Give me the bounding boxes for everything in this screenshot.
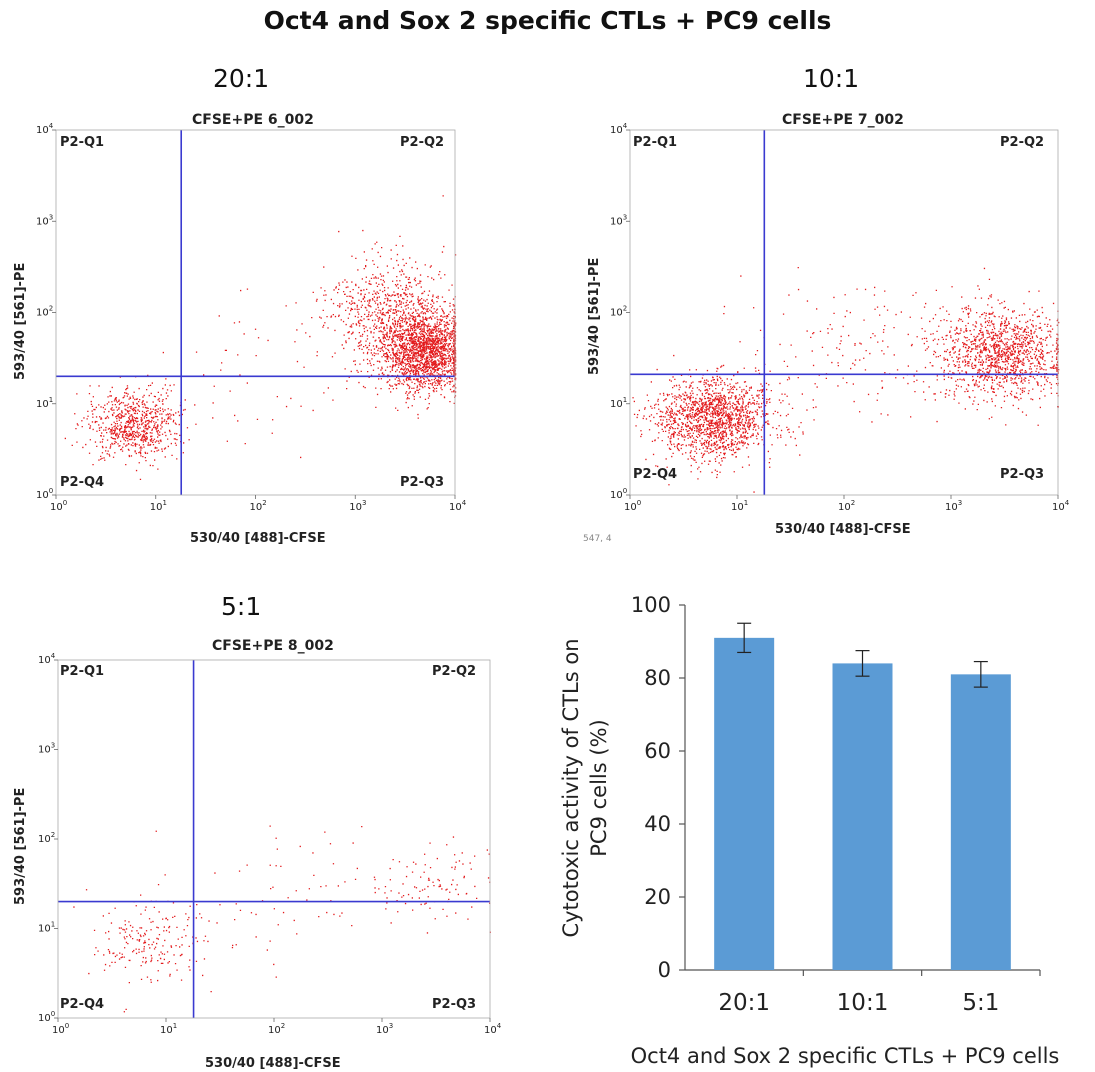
y-tick-exponent: 0 [623,487,627,495]
bars: 20:1 10:1 5:1 [714,622,1041,1016]
bar-category-label: 5:1 [962,990,999,1016]
y-tick-exponent: 3 [623,213,627,221]
y-tick-exponent: 4 [49,122,54,130]
y-tick-exponent: 2 [623,305,627,313]
scatter-points [64,195,457,480]
x-tick-exponent: 2 [851,499,855,507]
bar-y-tick-label: 20 [644,885,671,909]
y-tick-exponent: 1 [49,396,53,404]
bar-x-title: Oct4 and Sox 2 specific CTLs + PC9 cells [631,1044,1060,1068]
scatter-points [632,267,1060,493]
sample-name: CFSE+PE 8_002 [212,638,334,654]
y-tick-exponent: 3 [51,742,55,750]
quadrant-gate [630,130,1058,495]
bar-category-label: 20:1 [718,990,770,1016]
quadrant-label-q4: P2-Q4 [60,997,104,1012]
bar-y-tick-label: 0 [658,958,671,982]
event-dots [64,195,457,480]
x-tick-exponent: 3 [362,499,366,507]
quadrant-label-q4: P2-Q4 [633,467,677,482]
y-axis-label: 593/40 [561]-PE [13,788,28,905]
x-tick-exponent: 2 [281,1022,285,1030]
x-tick-exponent: 2 [262,499,266,507]
panel-label-5-1: 5:1 [221,592,262,621]
bar-y-label-line-2: PC9 cells (%) [587,719,611,856]
x-axis-label: 530/40 [488]-CFSE [205,1056,341,1071]
x-tick-exponent: 1 [173,1022,177,1030]
bar-10-1 [832,663,893,970]
quadrant-label-q4: P2-Q4 [60,475,104,490]
y-tick-exponent: 2 [49,305,53,313]
x-axis-label: 530/40 [488]-CFSE [190,531,326,546]
y-tick-exponent: 4 [51,652,56,660]
quadrant-label-q2: P2-Q2 [432,664,476,679]
quadrant-gate [56,130,455,495]
y-tick-exponent: 2 [51,831,55,839]
bar-y-tick-label: 60 [644,739,671,763]
stray-coordinate-text: 547, 4 [583,534,612,544]
x-tick-exponent: 0 [63,499,67,507]
figure-title: Oct4 and Sox 2 specific CTLs + PC9 cells [263,6,832,35]
quadrant-label-q1: P2-Q1 [60,664,104,679]
x-axis-label: 530/40 [488]-CFSE [775,522,911,537]
x-tick-exponent: 4 [462,499,467,507]
x-tick-exponent: 1 [162,499,166,507]
sample-name: CFSE+PE 7_002 [782,112,904,128]
bar-category-label: 10:1 [837,990,889,1016]
quadrant-label-q2: P2-Q2 [1000,135,1044,150]
y-tick-exponent: 1 [51,921,55,929]
quadrant-gate [58,660,490,1018]
y-tick-exponent: 1 [623,396,627,404]
panel-label-20-1: 20:1 [213,64,270,93]
x-tick-exponent: 4 [1065,499,1070,507]
y-axis-label: 593/40 [561]-PE [587,258,602,375]
bar-y-tick-label: 100 [631,593,671,617]
event-dots [632,267,1060,493]
quadrant-label-q3: P2-Q3 [432,997,476,1012]
quadrant-label-q2: P2-Q2 [400,135,444,150]
bar-y-label-line-1: Cytotoxic activity of CTLs on [559,638,583,937]
x-tick-exponent: 0 [637,499,641,507]
y-tick-exponent: 0 [49,487,53,495]
sample-name: CFSE+PE 6_002 [192,112,314,128]
y-tick-exponent: 4 [623,122,628,130]
panel-label-10-1: 10:1 [803,64,860,93]
quadrant-label-q3: P2-Q3 [1000,467,1044,482]
bar-5-1 [950,674,1011,970]
quadrant-label-q1: P2-Q1 [633,135,677,150]
bar-y-tick-label: 80 [644,666,671,690]
quadrant-label-q3: P2-Q3 [400,475,444,490]
y-tick-exponent: 0 [51,1010,55,1018]
x-tick-exponent: 0 [65,1022,69,1030]
bar-y-tick-label: 40 [644,812,671,836]
x-tick-exponent: 3 [389,1022,393,1030]
y-axis-label: 593/40 [561]-PE [13,263,28,380]
x-tick-exponent: 1 [744,499,748,507]
x-tick-exponent: 3 [958,499,962,507]
bar-20-1 [714,637,775,970]
x-tick-exponent: 4 [497,1022,502,1030]
y-tick-exponent: 3 [49,213,53,221]
quadrant-label-q1: P2-Q1 [60,135,104,150]
